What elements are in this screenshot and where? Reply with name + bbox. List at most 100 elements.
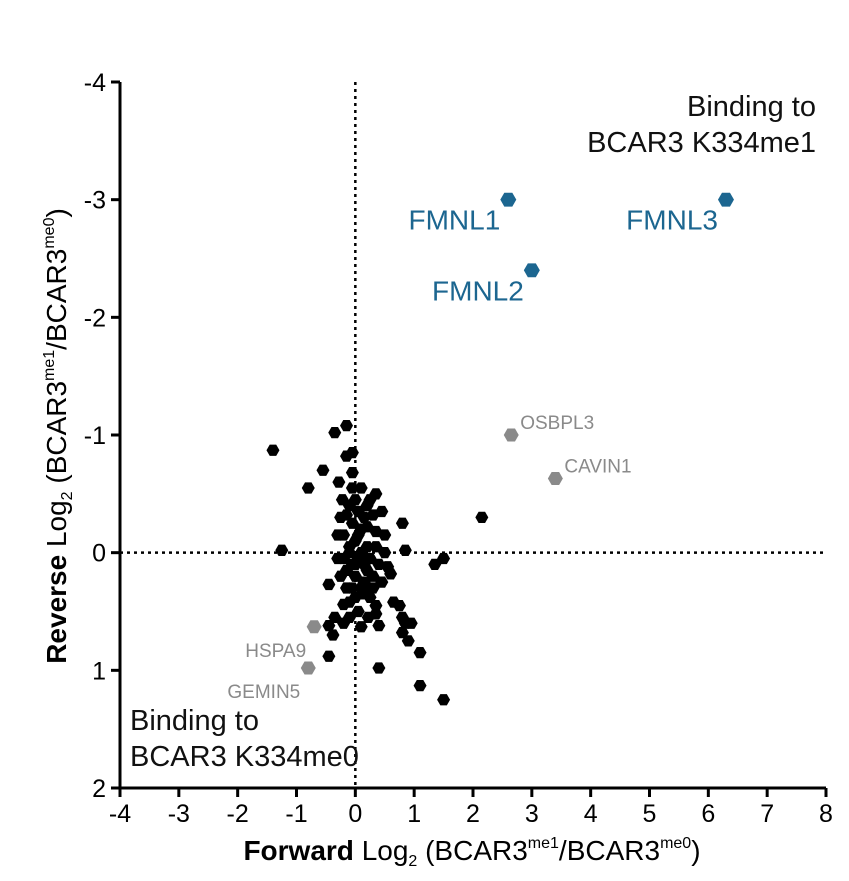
data-point <box>345 447 359 459</box>
data-point <box>372 662 386 674</box>
data-point <box>348 570 362 582</box>
data-point <box>354 621 368 633</box>
y-axis-title-bold: Reverse <box>41 555 72 664</box>
x-tick-label: 7 <box>760 800 774 828</box>
point-label-cavin1: CAVIN1 <box>564 457 631 478</box>
data-point <box>354 482 368 494</box>
data-point <box>360 521 374 533</box>
data-point <box>395 517 409 529</box>
highlighted-point-hspa9 <box>306 620 322 634</box>
x-tick-label: 2 <box>466 800 480 828</box>
point-label-fmnl1: FMNL1 <box>409 205 501 236</box>
point-label-osbpl3: OSBPL3 <box>520 413 594 434</box>
data-point <box>266 444 280 456</box>
y-tick-label: 1 <box>92 657 106 685</box>
data-point <box>375 576 389 588</box>
annotation-me1-line2: BCAR3 K334me1 <box>587 127 816 159</box>
data-point <box>275 544 289 556</box>
x-tick-label: 6 <box>701 800 715 828</box>
data-point <box>369 541 383 553</box>
point-label-gemin5: GEMIN5 <box>227 682 300 703</box>
x-tick-label: 4 <box>584 800 598 828</box>
data-point <box>437 694 451 706</box>
x-tick-label: -4 <box>109 800 131 828</box>
data-point <box>360 541 374 553</box>
data-point <box>475 511 489 523</box>
y-tick-label: 2 <box>92 775 106 803</box>
y-axis-ticks: -4 -3 -2 -1 0 1 2 <box>84 69 120 803</box>
data-point <box>351 605 365 618</box>
data-point <box>378 547 392 559</box>
x-tick-label: -3 <box>168 800 190 828</box>
x-tick-label: 5 <box>643 800 657 828</box>
data-point <box>328 427 342 439</box>
data-point <box>351 505 365 518</box>
highlighted-point-gemin5 <box>300 661 316 675</box>
data-point <box>332 476 346 488</box>
data-point <box>398 544 412 556</box>
data-point <box>348 591 362 604</box>
data-point <box>369 525 383 538</box>
data-point <box>437 552 451 565</box>
y-axis-title-sup1: me1 <box>41 350 58 381</box>
x-axis-title-sup2: me0 <box>660 835 691 852</box>
data-point <box>322 578 336 591</box>
data-point <box>345 558 359 571</box>
y-tick-label: -3 <box>84 187 106 215</box>
y-axis-title-mid: /BCAR3 <box>41 249 72 350</box>
data-point <box>372 619 386 632</box>
highlighted-point-fmnl2 <box>523 263 540 278</box>
data-point <box>345 482 359 494</box>
y-tick-label: -1 <box>84 422 106 450</box>
data-point <box>340 582 354 594</box>
point-label-fmnl3: FMNL3 <box>626 205 718 236</box>
data-point <box>342 499 356 512</box>
data-point <box>301 482 315 494</box>
point-label-hspa9: HSPA9 <box>245 641 306 662</box>
x-tick-label: 3 <box>525 800 539 828</box>
data-point <box>316 464 330 476</box>
x-axis-title-bold: Forward <box>243 835 353 866</box>
y-tick-label: -2 <box>84 304 106 332</box>
data-point <box>360 499 374 512</box>
data-point <box>345 467 359 479</box>
data-point <box>334 511 348 523</box>
background-points <box>266 419 489 706</box>
x-axis-title-mid: /BCAR3 <box>559 835 660 866</box>
x-axis-ticks: -4 -3 -2 -1 0 1 2 3 4 5 6 7 8 <box>109 788 833 828</box>
data-point <box>413 680 427 692</box>
data-point <box>351 529 365 541</box>
x-axis-title-prefix: Log <box>354 835 409 866</box>
y-axis-title-open: (BCAR3 <box>41 381 72 491</box>
annotation-me0-line1: Binding to <box>130 705 259 737</box>
data-point <box>428 558 442 571</box>
data-point <box>372 558 386 571</box>
data-point <box>384 568 398 580</box>
data-point <box>366 582 380 594</box>
reference-lines <box>120 82 826 788</box>
data-point <box>413 647 427 659</box>
data-point <box>331 529 345 541</box>
highlighted-point-cavin1 <box>547 472 563 486</box>
data-point <box>326 629 340 641</box>
data-point <box>366 570 380 582</box>
data-point <box>322 650 336 662</box>
data-point <box>369 599 383 612</box>
highlighted-point-fmnl3 <box>717 192 734 207</box>
data-point <box>375 505 389 518</box>
y-tick-label: 0 <box>92 540 106 568</box>
x-tick-label: -1 <box>285 800 307 828</box>
data-point <box>404 617 418 629</box>
highlighted-point-fmnl1 <box>500 192 517 207</box>
x-axis-title-subscript: 2 <box>408 853 417 870</box>
data-point <box>334 570 348 582</box>
x-axis-title-sup1: me1 <box>528 835 559 852</box>
data-point <box>354 582 368 594</box>
data-point <box>337 552 351 565</box>
data-point <box>340 419 354 432</box>
annotation-me1-line1: Binding to <box>687 91 816 123</box>
y-axis-title-prefix: Log <box>41 500 72 555</box>
x-axis-title: Forward Log2 (BCAR3me1/BCAR3me0) <box>243 835 700 870</box>
data-point <box>342 611 356 624</box>
